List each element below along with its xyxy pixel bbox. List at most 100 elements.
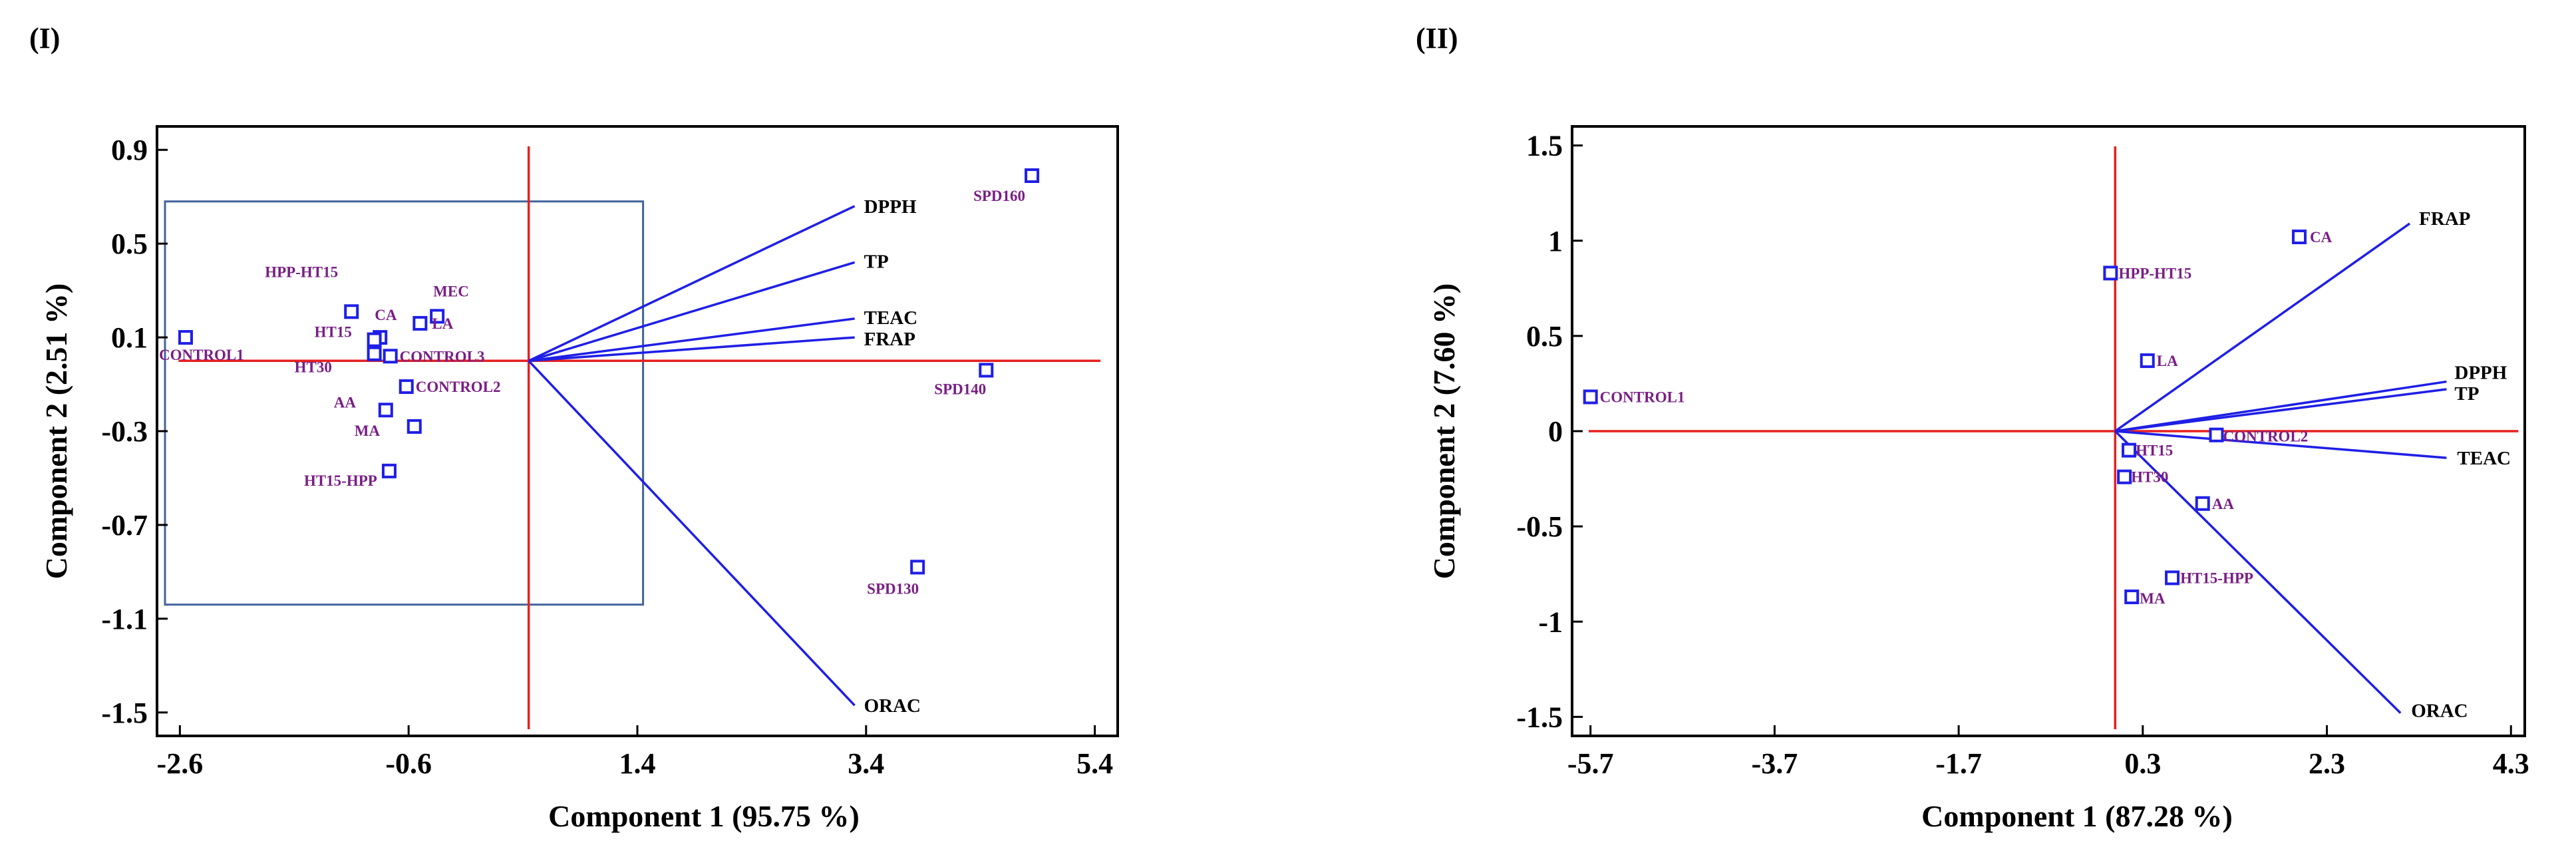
x-tick-label: 2.3 (2309, 747, 2345, 780)
point-label-ht15: HT15 (2136, 442, 2173, 459)
score-point-aa (2195, 496, 2210, 511)
score-point-la (2140, 353, 2155, 369)
score-point-spd130 (910, 560, 925, 575)
score-point-control1 (178, 330, 193, 345)
loading-vector-orac (2114, 430, 2402, 714)
y-tick-label: -1.1 (101, 603, 148, 635)
x-tick-label: -3.7 (1752, 747, 1798, 780)
point-label-control1: CONTROL1 (1600, 389, 1685, 405)
y-tick-label: -1.5 (101, 697, 148, 729)
score-point-control2 (399, 379, 414, 395)
y-tick-label: 0.5 (111, 228, 148, 260)
x-tick-label: -1.7 (1935, 747, 1982, 780)
score-point-control2 (2209, 427, 2224, 442)
panel-1-x-axis-title: Component 1 (95.75 %) (548, 799, 860, 833)
vector-label-orac: ORAC (2411, 701, 2468, 722)
y-tick-label: 1 (1548, 225, 1563, 257)
score-point-aa (378, 403, 393, 418)
x-tick-label: 0.3 (2124, 747, 2161, 780)
loading-vector-orac (528, 360, 856, 707)
panel-2-y-axis-title: Component 2 (7.60 %) (1427, 283, 1461, 580)
point-label-spd140: SPD140 (934, 381, 986, 397)
point-label-la: LA (432, 315, 453, 332)
point-label-ca: CA (2310, 229, 2333, 246)
point-label-control2: CONTROL2 (416, 379, 501, 395)
loading-vector-dpph (2115, 380, 2447, 432)
vector-label-orac: ORAC (864, 695, 921, 717)
score-point-control1 (1583, 389, 1598, 405)
y-tick-label: -0.5 (1516, 510, 1563, 543)
vector-label-dpph: DPPH (2454, 363, 2507, 384)
y-tick-label: -0.3 (101, 415, 148, 448)
point-label-control2: CONTROL2 (2223, 428, 2309, 445)
score-point-ht15-hpp (2165, 570, 2180, 586)
zoom-region-box (164, 200, 645, 606)
score-point-ht30 (2117, 469, 2132, 484)
vector-label-tp: TP (2454, 383, 2479, 405)
point-label-control3: CONTROL3 (400, 348, 485, 365)
point-label-ma: MA (2140, 590, 2166, 607)
panel-1-plot-frame (156, 125, 1119, 737)
y-tick-label: 0.9 (111, 134, 148, 166)
point-label-hpp-ht15: HPP-HT15 (265, 263, 338, 280)
score-point-ht30 (367, 346, 382, 361)
point-label-ht15-hpp: HT15-HPP (304, 472, 377, 489)
loading-vector-tp (528, 261, 856, 362)
loading-vector-teac (2115, 430, 2447, 459)
vector-label-tp: TP (864, 251, 889, 272)
point-label-spd160: SPD160 (973, 188, 1025, 204)
score-point-ca (2292, 230, 2307, 245)
point-label-aa: AA (334, 394, 357, 411)
y-tick-label: 0 (1548, 415, 1563, 448)
y-tick-label: -0.7 (101, 509, 148, 542)
vector-label-frap: FRAP (2419, 208, 2470, 230)
score-point-ht15 (2122, 442, 2137, 458)
score-point-ht15-hpp (381, 463, 397, 478)
x-tick-label: 4.3 (2493, 747, 2529, 780)
point-label-spd130: SPD130 (867, 580, 919, 597)
score-point-spd140 (979, 363, 994, 378)
vector-label-teac: TEAC (2457, 448, 2511, 469)
point-label-control1: CONTROL1 (159, 347, 244, 363)
panel-2-x-axis-title: Component 1 (87.28 %) (1921, 799, 2233, 833)
y-tick-label: 1.5 (1526, 130, 1563, 162)
point-label-ht15-hpp: HT15-HPP (2180, 570, 2253, 586)
point-label-ht30: HT30 (295, 359, 332, 376)
score-point-ht15 (367, 332, 382, 347)
x-tick-label: 1.4 (619, 747, 656, 780)
x-tick-label: -5.7 (1567, 747, 1614, 780)
point-label-ht30: HT30 (2131, 469, 2168, 486)
y-tick-label: 0.1 (111, 321, 148, 354)
score-point-control3 (383, 349, 398, 364)
point-label-ca: CA (375, 307, 397, 323)
loading-vector-frap (2114, 222, 2411, 432)
point-label-hpp-ht15: HPP-HT15 (2118, 265, 2191, 281)
score-point-ma (2124, 590, 2140, 605)
x-tick-label: 5.4 (1076, 747, 1113, 780)
vector-label-dpph: DPPH (864, 196, 917, 218)
score-point-mec (430, 309, 445, 324)
loading-vector-dpph (528, 205, 856, 362)
point-label-mec: MEC (433, 283, 469, 299)
score-point-hpp-ht15 (344, 304, 359, 319)
panel-1-y-axis-title: Component 2 (2.51 %) (39, 283, 73, 580)
x-tick-label: 3.4 (848, 747, 884, 780)
point-label-ma: MA (355, 423, 381, 439)
point-label-aa: AA (2212, 496, 2235, 512)
panel-2-label: (II) (1416, 22, 1458, 55)
loading-vector-frap (528, 336, 855, 363)
score-point-spd160 (1025, 168, 1040, 183)
x-tick-label: -0.6 (385, 747, 432, 780)
loading-vector-tp (2115, 388, 2447, 432)
panel-1-label: (I) (29, 22, 60, 55)
vector-label-teac: TEAC (864, 307, 918, 329)
score-point-la (412, 315, 428, 331)
point-label-ht15: HT15 (315, 324, 352, 341)
y-tick-label: -1 (1538, 605, 1563, 638)
y-tick-label: -1.5 (1516, 701, 1563, 733)
x-tick-label: -2.6 (157, 747, 204, 780)
point-label-la: LA (2157, 353, 2178, 369)
vector-label-frap: FRAP (864, 329, 915, 350)
